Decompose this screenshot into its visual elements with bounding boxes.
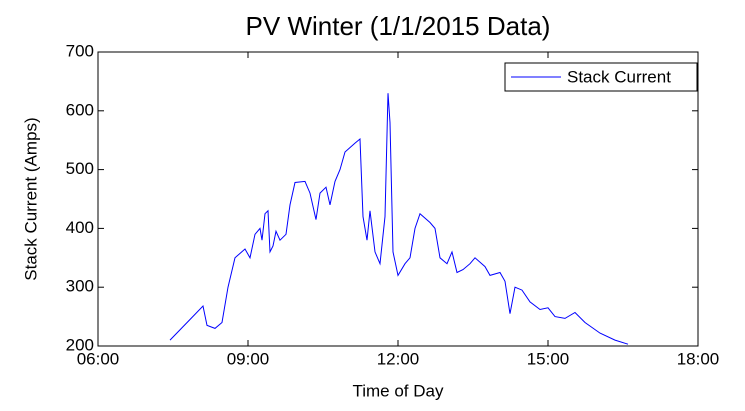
y-tick-label: 300: [66, 277, 94, 296]
y-tick-label: 600: [66, 100, 94, 119]
legend-label: Stack Current: [567, 67, 671, 86]
y-tick-label: 700: [66, 41, 94, 60]
x-tick-label: 09:00: [227, 349, 270, 368]
x-tick-label: 18:00: [677, 349, 720, 368]
x-tick-label: 15:00: [527, 349, 570, 368]
x-tick-label: 06:00: [77, 349, 120, 368]
y-tick-label: 500: [66, 159, 94, 178]
y-tick-label: 400: [66, 218, 94, 237]
y-tick-label: 200: [66, 335, 94, 354]
y-axis-label: Stack Current (Amps): [21, 117, 40, 280]
data-line: [169, 93, 629, 345]
x-axis-label: Time of Day: [352, 381, 444, 400]
chart-title: PV Winter (1/1/2015 Data): [246, 11, 551, 41]
x-tick-label: 12:00: [377, 349, 420, 368]
